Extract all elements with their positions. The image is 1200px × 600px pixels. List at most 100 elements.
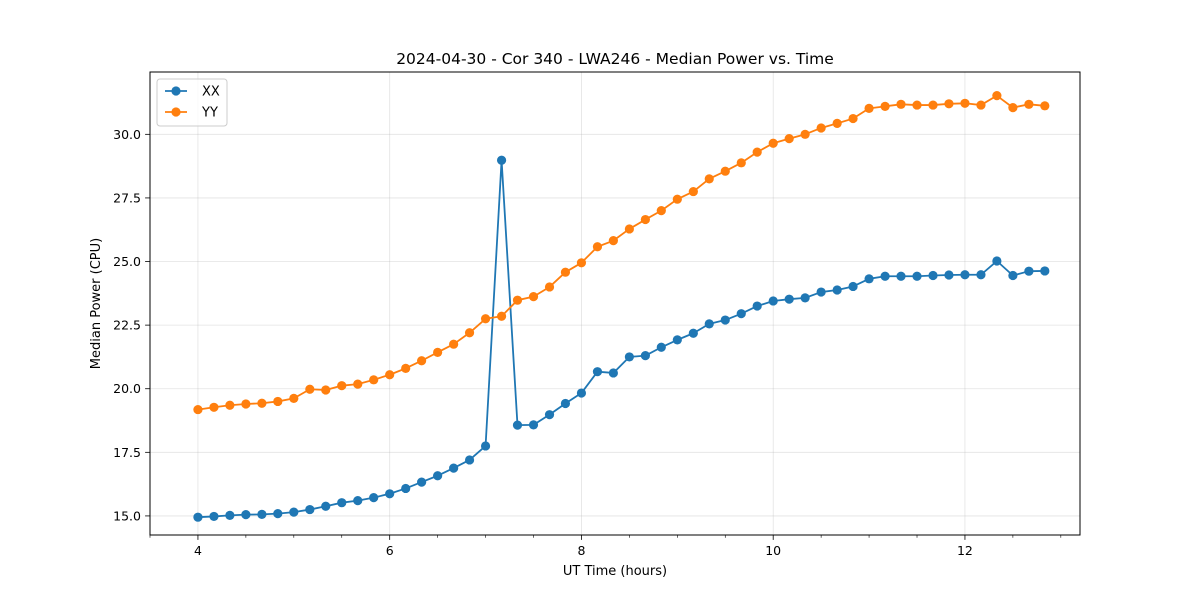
data-point-yy (960, 98, 970, 108)
data-point-yy (417, 356, 427, 366)
plot-area (150, 72, 1080, 535)
data-point-yy (480, 314, 491, 324)
data-point-yy (1024, 99, 1034, 109)
data-point-xx (209, 511, 219, 522)
data-point-xx (433, 471, 443, 481)
y-tick-label: 20.0 (113, 381, 141, 396)
data-point-xx (1040, 266, 1050, 276)
data-point-xx (449, 463, 459, 473)
data-point-xx (720, 315, 730, 325)
data-point-yy (896, 99, 906, 109)
grid-lines (150, 72, 1080, 535)
data-point-xx (832, 285, 842, 295)
legend-marker-xx (171, 86, 181, 96)
data-point-xx (640, 351, 650, 361)
x-tick-label: 12 (957, 543, 973, 558)
data-point-yy (784, 134, 794, 144)
data-point-yy (976, 100, 986, 110)
data-point-xx (1024, 266, 1034, 276)
data-point-xx (337, 498, 347, 508)
data-point-xx (592, 367, 603, 377)
legend: XX YY (156, 78, 228, 127)
x-axis-label: UT Time (hours) (563, 564, 667, 579)
data-point-xx (1008, 270, 1018, 281)
data-point-yy (321, 385, 331, 395)
data-point-xx (752, 301, 762, 311)
data-point-xx (768, 296, 778, 306)
data-point-yy (880, 101, 890, 111)
data-point-yy (209, 402, 219, 412)
data-point-yy (305, 384, 315, 394)
y-tick-label: 27.5 (113, 190, 141, 205)
data-point-xx (912, 271, 922, 281)
data-point-xx (704, 319, 714, 329)
y-axis: 15.0 17.5 20.0 22.5 25.0 27.5 30.0 (113, 127, 150, 523)
data-point-yy (816, 123, 826, 133)
data-point-xx (512, 420, 523, 430)
data-point-xx (992, 256, 1002, 266)
data-point-yy (928, 100, 938, 110)
data-point-yy (369, 375, 379, 385)
data-point-yy (544, 282, 555, 292)
data-point-xx (193, 512, 203, 522)
data-point-yy (225, 400, 235, 410)
data-point-xx (321, 501, 331, 511)
data-point-xx (896, 271, 906, 281)
data-point-xx (848, 281, 858, 292)
x-tick-label: 10 (765, 543, 781, 558)
y-tick-label: 30.0 (113, 127, 141, 142)
data-point-xx (528, 420, 539, 430)
data-point-yy (337, 381, 347, 391)
y-axis-label: Median Power (CPU) (89, 238, 104, 369)
data-point-yy (512, 295, 523, 305)
data-point-yy (289, 393, 299, 403)
data-point-yy (193, 404, 203, 415)
y-tick-label: 22.5 (113, 318, 141, 333)
x-axis: 4 6 8 10 12 (149, 535, 1062, 558)
data-point-xx (784, 294, 794, 304)
data-point-xx (656, 342, 666, 352)
data-point-yy (385, 370, 395, 380)
data-point-yy (496, 311, 507, 321)
y-tick-label: 15.0 (113, 508, 141, 523)
y-tick-label: 17.5 (113, 445, 141, 460)
series-yy (193, 91, 1050, 415)
data-point-xx (544, 410, 555, 420)
data-point-xx (688, 328, 698, 338)
data-point-yy (672, 194, 682, 204)
data-point-yy (800, 129, 810, 139)
data-point-yy (528, 292, 539, 302)
data-point-yy (656, 206, 666, 216)
data-point-xx (672, 335, 682, 345)
legend-marker-yy (171, 107, 181, 117)
legend-label-yy: YY (201, 106, 218, 121)
data-point-yy (1040, 101, 1050, 111)
data-point-yy (688, 186, 698, 197)
data-point-xx (353, 496, 363, 506)
data-point-xx (480, 441, 491, 451)
y-tick-label: 25.0 (113, 254, 141, 269)
data-point-yy (1008, 103, 1018, 113)
data-point-yy (560, 267, 571, 277)
data-point-xx (800, 293, 810, 303)
data-point-xx (369, 493, 379, 503)
data-point-yy (464, 328, 475, 338)
data-point-yy (864, 103, 874, 113)
x-tick-label: 4 (194, 543, 202, 558)
data-point-xx (289, 507, 299, 517)
data-point-xx (417, 477, 427, 487)
data-point-xx (928, 270, 938, 281)
data-point-xx (624, 352, 634, 362)
data-point-yy (257, 398, 267, 408)
x-tick-label: 8 (577, 543, 585, 558)
data-series (193, 91, 1050, 522)
data-point-yy (704, 174, 714, 184)
data-point-yy (608, 236, 618, 246)
data-point-yy (944, 99, 954, 109)
data-point-yy (449, 339, 459, 349)
data-point-yy (433, 347, 443, 357)
data-point-xx (608, 368, 618, 378)
data-point-yy (401, 363, 411, 373)
data-point-yy (640, 214, 650, 225)
